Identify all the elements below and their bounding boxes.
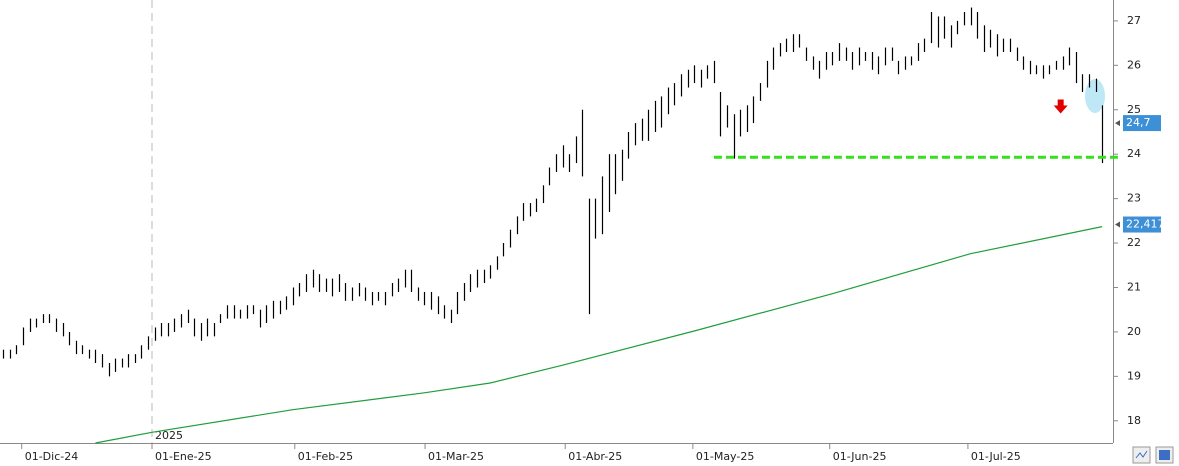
- y-tick-label: 20: [1127, 325, 1141, 338]
- y-tick-label: 24: [1127, 147, 1141, 160]
- last-value-pointer: [1115, 120, 1120, 127]
- y-tick-label: 25: [1127, 103, 1141, 116]
- x-tick-label: 01-Mar-25: [428, 450, 484, 463]
- year-label: 2025: [155, 429, 183, 442]
- last-value-label: 24,7: [1126, 116, 1151, 129]
- signal-arrow: [1053, 99, 1068, 114]
- x-tick-label: 01-Jun-25: [833, 450, 887, 463]
- last-value-label: 22,417: [1126, 218, 1165, 231]
- y-tick-label: 19: [1127, 369, 1141, 382]
- zoom-icon: [1135, 450, 1148, 459]
- last-value-box: [1123, 216, 1161, 233]
- y-tick-label: 22: [1127, 236, 1141, 249]
- last-value-pointer: [1115, 221, 1120, 228]
- moving-average-line: [95, 226, 1103, 444]
- x-tick-label: 01-Dic-24: [25, 450, 79, 463]
- toolbar-icons: [1132, 446, 1174, 464]
- y-tick-label: 26: [1127, 58, 1141, 71]
- y-tick-label: 21: [1127, 280, 1141, 293]
- x-tick-label: 01-Feb-25: [298, 450, 353, 463]
- x-tick-label: 01-Ene-25: [155, 450, 212, 463]
- y-tick-label: 27: [1127, 14, 1141, 27]
- x-tick-label: 01-Jul-25: [971, 450, 1021, 463]
- x-tick-label: 01-May-25: [696, 450, 754, 463]
- y-tick-label: 23: [1127, 192, 1141, 205]
- save-icon: [1159, 450, 1170, 460]
- x-tick-label: 01-Abr-25: [568, 450, 622, 463]
- y-tick-label: 18: [1127, 414, 1141, 427]
- last-value-box: [1123, 115, 1161, 132]
